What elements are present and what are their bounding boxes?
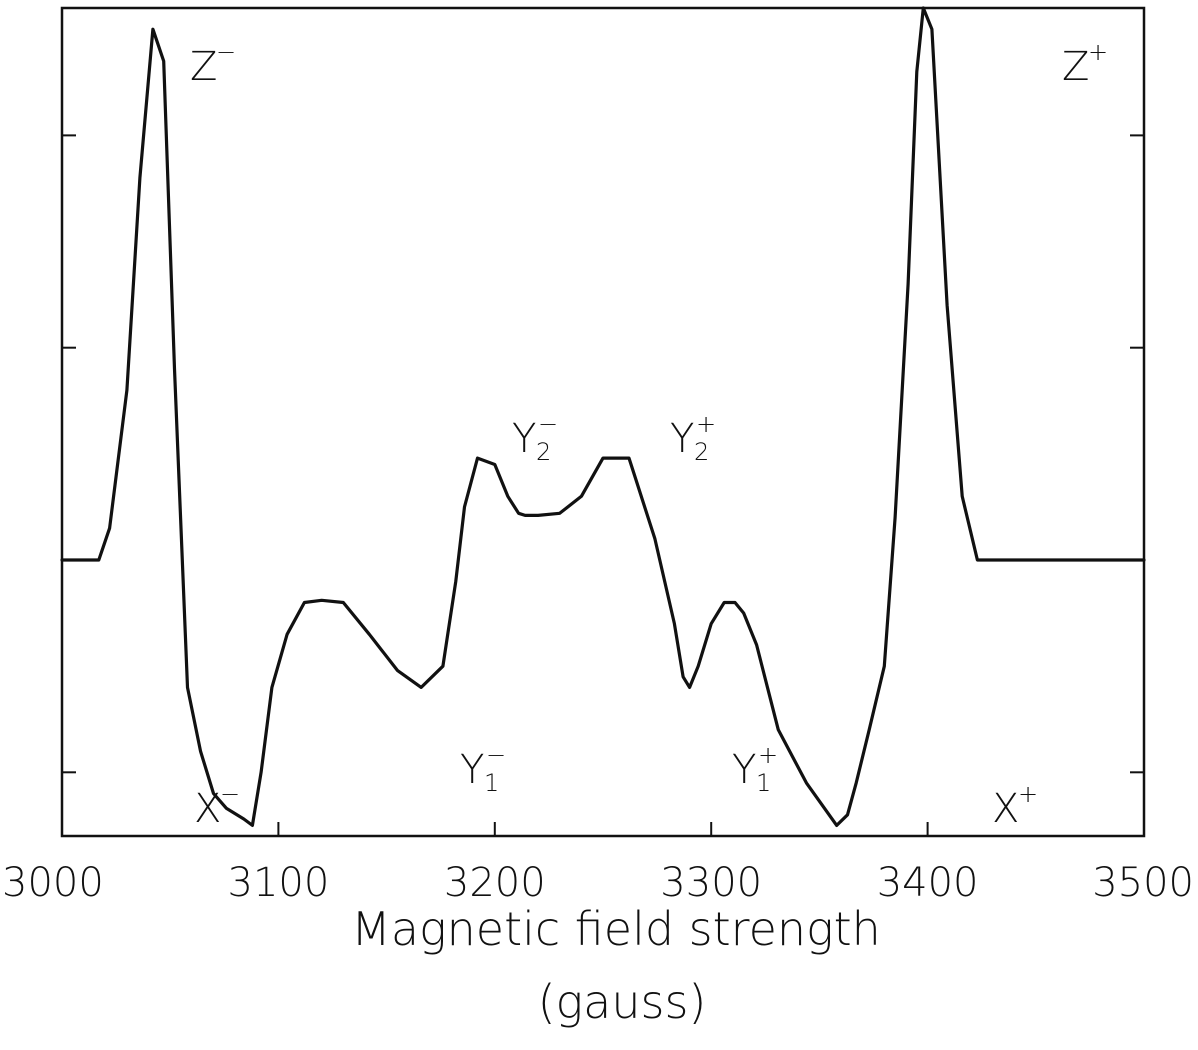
x-tick-labels: 3000 3100 3200 3300 3400 3500 [2,860,1194,906]
x-tick-label-4: 3400 [877,860,979,906]
x-tick-label-2: 3200 [444,860,546,906]
svg-text:−: − [538,410,558,438]
svg-text:X: X [992,786,1019,832]
svg-text:+: + [1088,38,1108,66]
peak-label-z-plus: Z+ [1062,38,1108,90]
y-ticks [62,134,1144,774]
svg-text:1: 1 [484,769,499,797]
svg-text:2: 2 [536,438,551,466]
x-ticks [61,822,1145,836]
svg-text:Z: Z [1062,44,1089,90]
x-tick-label-0: 3000 [2,860,104,906]
plot-frame [60,6,1146,838]
spectrum-line [60,6,1146,827]
x-tick-label-1: 3100 [228,860,330,906]
svg-text:+: + [696,410,716,438]
svg-text:+: + [1018,780,1038,808]
svg-text:1: 1 [756,769,771,797]
svg-text:−: − [486,741,506,769]
svg-text:−: − [216,38,236,66]
peak-label-y2-plus: Y +2 [670,410,716,466]
peak-labels: Z− Z+X− X+Y −2 Y +2Y −1 Y +1 [190,38,1108,832]
svg-text:Y: Y [732,747,756,793]
svg-text:2: 2 [694,438,709,466]
peak-label-x-plus: X+ [992,780,1038,832]
x-tick-label-3: 3300 [660,860,762,906]
svg-text:Z: Z [190,44,217,90]
svg-text:−: − [220,780,240,808]
svg-text:+: + [758,741,778,769]
peak-label-y1-plus: Y +1 [732,741,778,797]
peak-label-x-minus: X− [194,780,240,832]
peak-label-z-minus: Z− [190,38,236,90]
peak-label-y1-minus: Y −1 [460,741,506,797]
x-axis-unit: (gauss) [538,975,707,1029]
x-tick-label-5: 3500 [1092,860,1194,906]
svg-text:Y: Y [512,416,536,462]
svg-text:Y: Y [460,747,484,793]
x-axis-title: Magnetic field strength [351,902,881,956]
svg-text:X: X [194,786,221,832]
peak-label-y2-minus: Y −2 [512,410,558,466]
svg-text:Y: Y [670,416,694,462]
